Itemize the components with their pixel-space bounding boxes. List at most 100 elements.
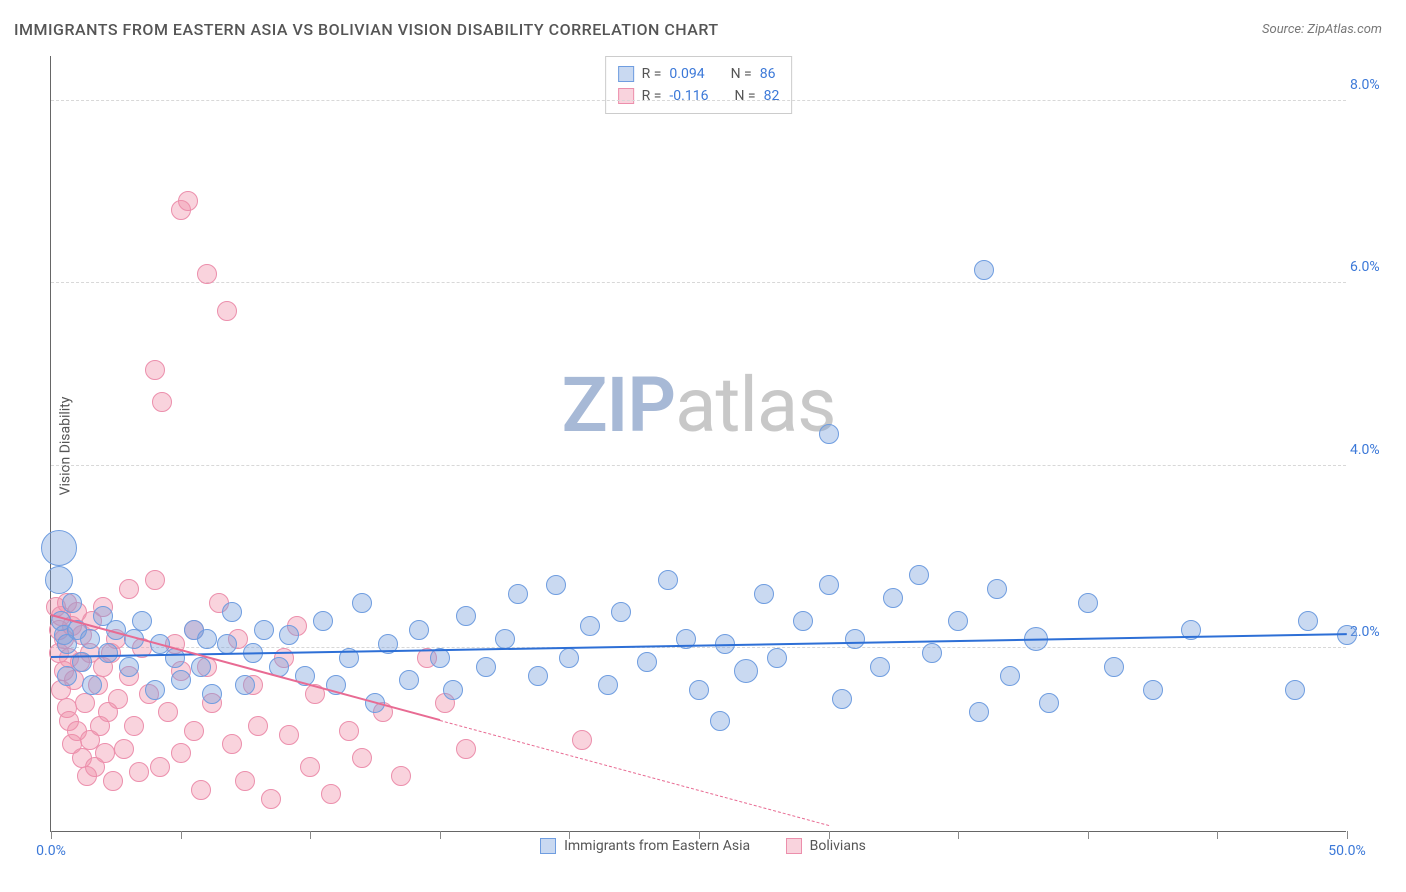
- scatter-point-asia: [456, 606, 476, 626]
- scatter-point-asia: [217, 634, 237, 654]
- scatter-point-asia: [845, 629, 865, 649]
- scatter-point-asia: [202, 684, 222, 704]
- scatter-point-asia: [546, 575, 566, 595]
- legend-r-label: R =: [642, 85, 662, 107]
- legend-item-bolivian: Bolivians: [786, 838, 866, 854]
- scatter-point-asia: [819, 575, 839, 595]
- scatter-point-bolivian: [150, 757, 170, 777]
- scatter-point-asia: [734, 659, 758, 683]
- legend-n-label: N =: [731, 63, 752, 85]
- scatter-point-bolivian: [235, 771, 255, 791]
- scatter-point-asia: [832, 689, 852, 709]
- scatter-point-bolivian: [75, 693, 95, 713]
- legend-label-bolivian: Bolivians: [810, 838, 866, 854]
- watermark-zip: ZIP: [562, 360, 676, 450]
- scatter-point-asia: [1000, 666, 1020, 686]
- scatter-point-asia: [197, 629, 217, 649]
- scatter-point-bolivian: [217, 301, 237, 321]
- scatter-point-asia: [313, 611, 333, 631]
- legend-r-label: R =: [642, 63, 662, 85]
- scatter-point-bolivian: [129, 762, 149, 782]
- scatter-point-asia: [1143, 680, 1163, 700]
- scatter-point-asia: [637, 652, 657, 672]
- scatter-point-bolivian: [456, 739, 476, 759]
- scatter-point-asia: [969, 702, 989, 722]
- scatter-point-asia: [191, 657, 211, 677]
- legend-r-bolivian: -0.116: [669, 85, 708, 107]
- legend-swatch-bolivian: [786, 838, 802, 854]
- scatter-point-bolivian: [95, 743, 115, 763]
- scatter-point-asia: [41, 530, 77, 566]
- source-label: Source: ZipAtlas.com: [1262, 22, 1382, 37]
- legend-r-asia: 0.094: [669, 63, 704, 85]
- scatter-point-asia: [495, 629, 515, 649]
- gridline: [51, 282, 1346, 283]
- scatter-point-asia: [710, 711, 730, 731]
- legend-bottom: Immigrants from Eastern Asia Bolivians: [0, 838, 1406, 858]
- scatter-point-bolivian: [152, 392, 172, 412]
- scatter-point-bolivian: [178, 191, 198, 211]
- scatter-point-bolivian: [145, 570, 165, 590]
- scatter-point-asia: [279, 625, 299, 645]
- scatter-point-bolivian: [321, 784, 341, 804]
- plot-area: ZIPatlas R = 0.094 N = 86 R = -0.116 N =…: [50, 56, 1346, 832]
- scatter-point-asia: [598, 675, 618, 695]
- scatter-point-asia: [870, 657, 890, 677]
- scatter-point-bolivian: [191, 780, 211, 800]
- scatter-point-bolivian: [171, 743, 191, 763]
- scatter-point-asia: [1104, 657, 1124, 677]
- scatter-point-asia: [974, 260, 994, 280]
- y-tick-label: 2.0%: [1350, 624, 1400, 640]
- gridline: [51, 465, 1346, 466]
- scatter-point-asia: [689, 680, 709, 700]
- scatter-point-asia: [443, 680, 463, 700]
- scatter-point-bolivian: [261, 789, 281, 809]
- scatter-point-asia: [658, 570, 678, 590]
- scatter-point-asia: [352, 593, 372, 613]
- scatter-point-bolivian: [279, 725, 299, 745]
- watermark: ZIPatlas: [562, 360, 836, 450]
- scatter-point-bolivian: [248, 716, 268, 736]
- scatter-point-asia: [1078, 593, 1098, 613]
- watermark-atlas: atlas: [675, 360, 835, 450]
- legend-item-asia: Immigrants from Eastern Asia: [540, 838, 750, 854]
- scatter-point-asia: [235, 675, 255, 695]
- scatter-point-asia: [82, 675, 102, 695]
- legend-swatch-asia: [540, 838, 556, 854]
- chart-title: IMMIGRANTS FROM EASTERN ASIA VS BOLIVIAN…: [14, 20, 719, 39]
- scatter-point-asia: [62, 593, 82, 613]
- trend-line: [440, 720, 829, 826]
- scatter-point-asia: [1285, 680, 1305, 700]
- scatter-point-bolivian: [145, 360, 165, 380]
- scatter-point-asia: [171, 670, 191, 690]
- scatter-point-bolivian: [124, 716, 144, 736]
- scatter-point-bolivian: [339, 721, 359, 741]
- scatter-point-asia: [222, 602, 242, 622]
- scatter-point-asia: [399, 670, 419, 690]
- scatter-point-asia: [254, 620, 274, 640]
- scatter-point-bolivian: [119, 579, 139, 599]
- scatter-point-bolivian: [158, 702, 178, 722]
- scatter-point-bolivian: [222, 734, 242, 754]
- scatter-point-asia: [119, 657, 139, 677]
- scatter-point-asia: [57, 666, 77, 686]
- scatter-point-asia: [948, 611, 968, 631]
- scatter-point-bolivian: [572, 730, 592, 750]
- header-row: IMMIGRANTS FROM EASTERN ASIA VS BOLIVIAN…: [14, 20, 1382, 39]
- scatter-point-asia: [754, 584, 774, 604]
- scatter-point-asia: [987, 579, 1007, 599]
- scatter-point-bolivian: [184, 721, 204, 741]
- legend-n-asia: 86: [760, 63, 776, 85]
- legend-stats-row: R = -0.116 N = 82: [618, 85, 780, 107]
- legend-n-bolivian: 82: [764, 85, 780, 107]
- scatter-point-asia: [883, 588, 903, 608]
- scatter-point-asia: [909, 565, 929, 585]
- scatter-point-asia: [767, 648, 787, 668]
- y-tick-label: 4.0%: [1350, 442, 1400, 458]
- legend-swatch-bolivian: [618, 88, 634, 104]
- legend-stats-row: R = 0.094 N = 86: [618, 63, 780, 85]
- y-tick-label: 6.0%: [1350, 259, 1400, 275]
- scatter-point-bolivian: [352, 748, 372, 768]
- scatter-point-asia: [409, 620, 429, 640]
- scatter-point-asia: [580, 616, 600, 636]
